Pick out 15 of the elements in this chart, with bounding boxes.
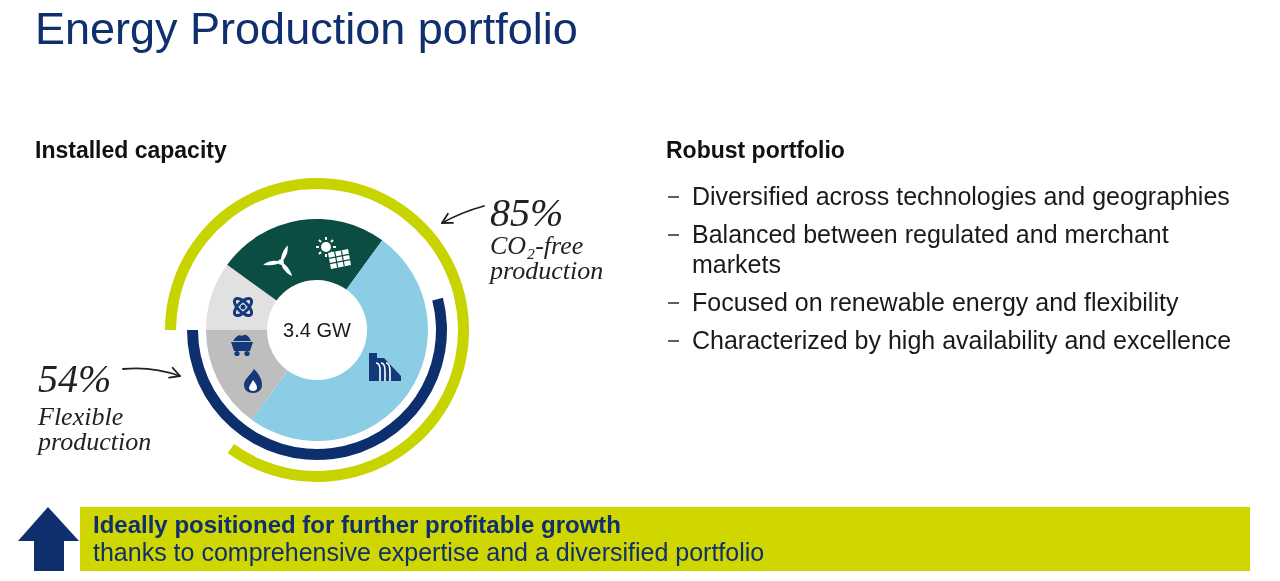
text: 54%	[38, 356, 112, 401]
chart-subtitle: Installed capacity	[35, 137, 227, 163]
text: 3.4 GW	[283, 319, 352, 341]
text: Robust portfolio	[666, 137, 845, 163]
chart-title: Energy Production portfolio	[35, 3, 578, 54]
text: Diversified across technologies and geographies	[692, 182, 1230, 210]
text: Balanced between regulated and merchant markets	[692, 220, 1169, 278]
donut-slice	[227, 219, 383, 301]
text: Characterized by high availability and excellence	[692, 326, 1232, 354]
text: thanks to comprehensive expertise and a diversified portfolio	[93, 538, 765, 566]
donut-slice	[251, 240, 428, 442]
text: Ideally positioned for further profitable growth	[93, 511, 622, 538]
text: Focused on renewable energy and flexibility	[692, 288, 1179, 316]
text: Flexible production	[36, 402, 152, 456]
donut-slice	[206, 264, 277, 330]
